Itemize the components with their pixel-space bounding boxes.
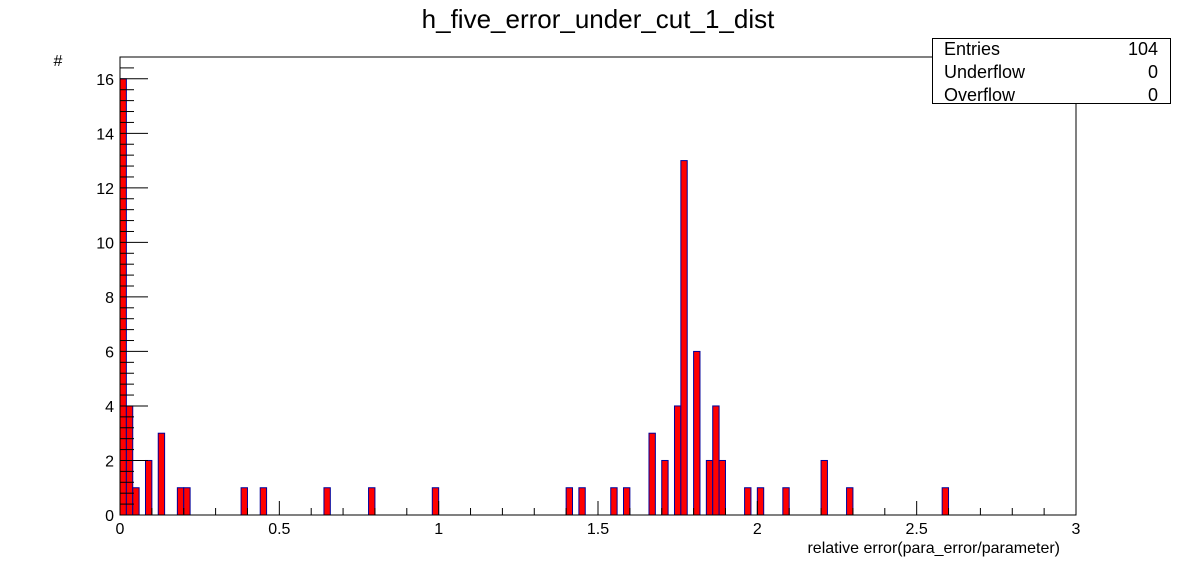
- histogram-bar: [744, 487, 752, 516]
- histogram-bar: [680, 160, 688, 516]
- entries-value: 104: [1127, 39, 1158, 59]
- histogram-bar: [240, 487, 248, 516]
- histogram-bar: [578, 487, 586, 516]
- histogram-bar: [368, 487, 376, 516]
- y-tick-label: 10: [96, 235, 114, 252]
- x-tick-label: 1.5: [587, 521, 609, 538]
- histogram-bar: [622, 487, 631, 516]
- histogram-bar: [565, 487, 574, 516]
- histogram-bar: [259, 487, 268, 516]
- histogram-bar: [756, 487, 765, 516]
- histogram-bar: [323, 487, 331, 516]
- x-axis-label: relative error(para_error/parameter): [807, 540, 1060, 557]
- stats-row-underflow: Underflow 0: [944, 62, 1158, 85]
- x-tick-label: 1: [434, 521, 443, 538]
- histogram-bar: [132, 487, 140, 516]
- y-axis-label: #: [54, 53, 63, 70]
- stats-row-entries: Entries 104: [944, 39, 1158, 62]
- x-tick-label: 2: [753, 521, 762, 538]
- y-tick-label: 16: [96, 72, 114, 89]
- entries-label: Entries: [944, 39, 1001, 59]
- histogram-bar: [673, 405, 682, 516]
- overflow-value: 0: [1147, 85, 1158, 105]
- plot-frame: [119, 56, 1077, 516]
- histogram-bar: [718, 459, 726, 516]
- histogram-bar: [648, 432, 656, 516]
- x-tick-label: 0.5: [268, 521, 290, 538]
- histogram-bar: [144, 459, 153, 516]
- histogram-bar: [705, 459, 714, 516]
- y-tick-label: 12: [96, 181, 114, 198]
- histogram-bar: [157, 432, 166, 516]
- overflow-label: Overflow: [944, 85, 1016, 105]
- y-tick-label: 4: [105, 399, 114, 416]
- histogram-bar: [846, 487, 854, 516]
- x-tick-label: 3: [1072, 521, 1081, 538]
- underflow-value: 0: [1147, 62, 1158, 82]
- histogram-bar: [782, 487, 790, 516]
- y-axis-ticks: 0 2 4 6 8 10 12 14 16: [96, 56, 148, 525]
- y-tick-label: 6: [105, 344, 114, 361]
- x-axis-ticks: 0 0.5 1 1.5 2 2.5 3: [116, 501, 1081, 538]
- histogram-bar: [431, 487, 440, 516]
- histogram-bar: [712, 405, 720, 516]
- y-tick-label: 0: [105, 508, 114, 525]
- histogram-bar: [183, 487, 191, 516]
- histogram-bar: [693, 350, 701, 516]
- stats-box: Entries 104 Underflow 0 Overflow 0: [932, 38, 1171, 105]
- chart-title: h_five_error_under_cut_1_dist: [421, 4, 775, 34]
- histogram-bar: [820, 459, 828, 516]
- x-tick-label: 0: [116, 521, 125, 538]
- histogram-bar: [610, 487, 618, 516]
- histogram-bar: [941, 487, 950, 516]
- x-tick-label: 2.5: [906, 521, 928, 538]
- y-tick-label: 8: [105, 290, 114, 307]
- stats-row-overflow: Overflow 0: [944, 85, 1158, 108]
- underflow-label: Underflow: [944, 62, 1026, 82]
- histogram-bar: [661, 459, 669, 516]
- y-tick-label: 2: [105, 453, 114, 470]
- histogram-bar: [176, 487, 185, 516]
- y-tick-label: 14: [96, 126, 114, 143]
- histogram-bars: [119, 78, 950, 516]
